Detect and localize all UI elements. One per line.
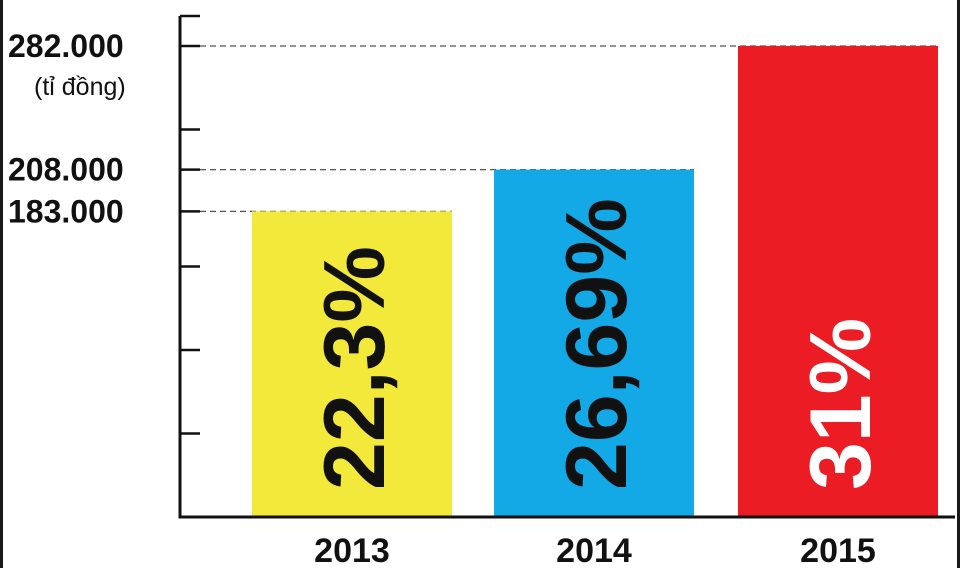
bar-2015 <box>738 46 938 517</box>
bar-label-2015: 31% <box>793 318 889 490</box>
y-unit-label: (tỉ đồng) <box>34 73 126 101</box>
y-tick-label: 183.000 <box>8 193 124 229</box>
y-tick-label: 208.000 <box>8 152 124 188</box>
x-tick-label-2014: 2014 <box>556 532 632 568</box>
bar-label-2013: 22,3% <box>307 246 403 490</box>
x-tick-label-2015: 2015 <box>800 532 876 568</box>
bar-label-2014: 26,69% <box>549 198 645 490</box>
bar-2014 <box>494 169 694 517</box>
bar-2013 <box>252 211 452 517</box>
y-tick-label: 282.000 <box>8 28 124 64</box>
x-tick-label-2013: 2013 <box>314 532 390 568</box>
